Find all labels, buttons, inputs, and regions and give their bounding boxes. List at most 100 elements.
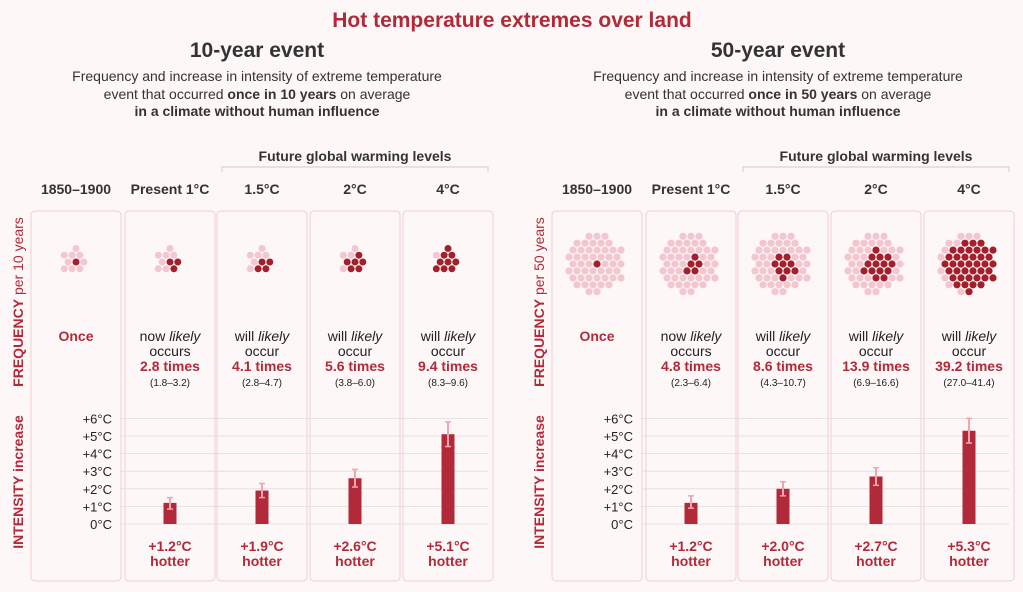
event-dot [452,258,460,266]
column-label: 1850–1900 [41,181,111,197]
year-dot [799,267,807,275]
year-dot [699,267,707,275]
year-dot [72,245,80,252]
dot-cluster [659,232,719,296]
year-dot [597,253,605,261]
column-label: 1.5°C [765,181,800,197]
year-dot [577,246,585,254]
event-dot [884,267,892,275]
year-dot [844,253,852,261]
event-dot [945,253,953,261]
dot-cluster [844,232,904,296]
year-dot [597,267,605,275]
year-dot [667,239,675,247]
dot-cluster [937,232,997,296]
event-dot [860,267,868,275]
event-dot [448,251,456,259]
year-dot [683,281,691,289]
event-dot [593,260,601,268]
frequency-occur: occur [766,343,801,359]
year-dot [755,274,763,282]
event-dot [965,246,973,254]
column-label: Present 1°C [652,181,731,197]
frequency-times: 4.8 times [661,358,721,374]
intensity-bar [441,434,455,524]
event-dot [989,246,997,254]
year-dot [860,281,868,289]
event-dot [783,267,791,275]
event-dot [876,253,884,261]
year-dot [679,232,687,240]
year-dot [799,253,807,261]
year-dot [679,246,687,254]
year-dot [771,274,779,282]
frequency-likely-part: likely [690,328,722,344]
year-dot [573,281,581,289]
year-dot [593,246,601,254]
event-dot [973,260,981,268]
figure-title: Hot temperature extremes over land [332,9,691,32]
event-dot [957,246,965,254]
intensity-axis-label: INTENSITY increase [10,415,26,549]
year-dot [695,274,703,282]
future-bracket [221,166,489,172]
year-dot [617,260,625,268]
event-dot [779,274,787,282]
event-dot [779,260,787,268]
event-dot [775,253,783,261]
year-dot [767,281,775,289]
event-dot [985,253,993,261]
year-dot [864,246,872,254]
frequency-axis-rest: per 50 years [531,217,547,299]
year-dot [779,288,787,296]
event-dot [961,267,969,275]
year-dot [581,239,589,247]
y-tick-label: +2°C [604,482,633,497]
event-dot [969,281,977,289]
year-dot [759,281,767,289]
year-dot [791,239,799,247]
event-dot [957,274,965,282]
year-dot [707,253,715,261]
year-dot [601,246,609,254]
year-dot [783,239,791,247]
hotter-label: hotter [242,553,282,569]
frequency-once: Once [58,328,93,344]
y-tick-label: 0°C [90,517,112,532]
year-dot [246,251,254,259]
year-dot [671,260,679,268]
event-dot [949,246,957,254]
year-dot [771,246,779,254]
year-dot [880,246,888,254]
event-dot [977,239,985,247]
year-dot [609,274,617,282]
frequency-likely-part: now [661,328,691,344]
year-dot [573,239,581,247]
frequency-likely-part: now [140,328,170,344]
subtitle-line2-part: once in 50 years [748,86,857,102]
year-dot [848,246,856,254]
year-dot [683,253,691,261]
year-dot [892,267,900,275]
year-dot [675,253,683,261]
event-dot [174,258,182,266]
year-dot [432,251,440,259]
year-dot [589,281,597,289]
subtitle-line2-part: event that occurred [104,86,228,102]
frequency-occur: occur [859,343,894,359]
year-dot [605,281,613,289]
y-tick-label: +3°C [83,464,112,479]
year-dot [755,246,763,254]
year-dot [767,253,775,261]
year-dot [687,246,695,254]
year-dot [246,265,254,273]
event-dot [72,258,80,266]
year-dot [860,253,868,261]
event-dot [448,265,456,273]
year-dot [585,288,593,296]
intensity-bar [684,502,698,524]
event-dot [884,253,892,261]
year-dot [791,281,799,289]
year-dot [68,251,76,259]
year-dot [759,267,767,275]
